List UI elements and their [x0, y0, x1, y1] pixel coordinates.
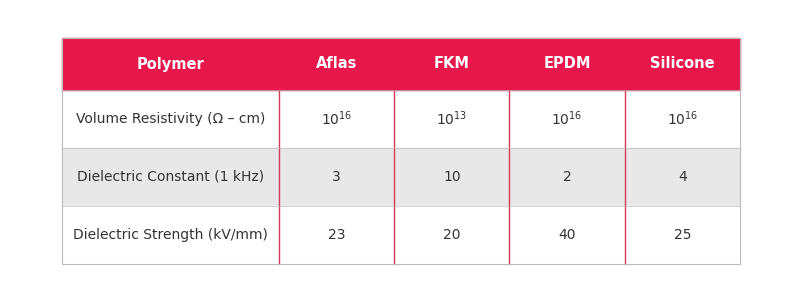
Text: $10^{16}$: $10^{16}$ [321, 110, 352, 128]
Text: Dielectric Constant (1 kHz): Dielectric Constant (1 kHz) [77, 170, 264, 184]
Text: $10^{16}$: $10^{16}$ [551, 110, 583, 128]
Text: 40: 40 [558, 228, 576, 242]
Text: 23: 23 [328, 228, 346, 242]
Text: 4: 4 [678, 170, 686, 184]
Text: Volume Resistivity (Ω – cm): Volume Resistivity (Ω – cm) [76, 112, 265, 126]
Bar [62, 38, 740, 90]
Bar [62, 90, 740, 148]
Text: 3: 3 [332, 170, 341, 184]
Bar [62, 38, 740, 264]
Text: 25: 25 [674, 228, 691, 242]
Text: Aflas: Aflas [316, 56, 358, 71]
Text: Silicone: Silicone [650, 56, 714, 71]
Text: Dielectric Strength (kV/mm): Dielectric Strength (kV/mm) [73, 228, 268, 242]
Text: $10^{13}$: $10^{13}$ [436, 110, 467, 128]
Text: 10: 10 [443, 170, 461, 184]
Text: EPDM: EPDM [543, 56, 591, 71]
Text: $10^{16}$: $10^{16}$ [666, 110, 698, 128]
Bar [62, 206, 740, 264]
Text: 20: 20 [443, 228, 461, 242]
Text: Polymer: Polymer [137, 56, 204, 71]
Text: 2: 2 [562, 170, 571, 184]
Bar [62, 148, 740, 206]
Text: FKM: FKM [434, 56, 470, 71]
